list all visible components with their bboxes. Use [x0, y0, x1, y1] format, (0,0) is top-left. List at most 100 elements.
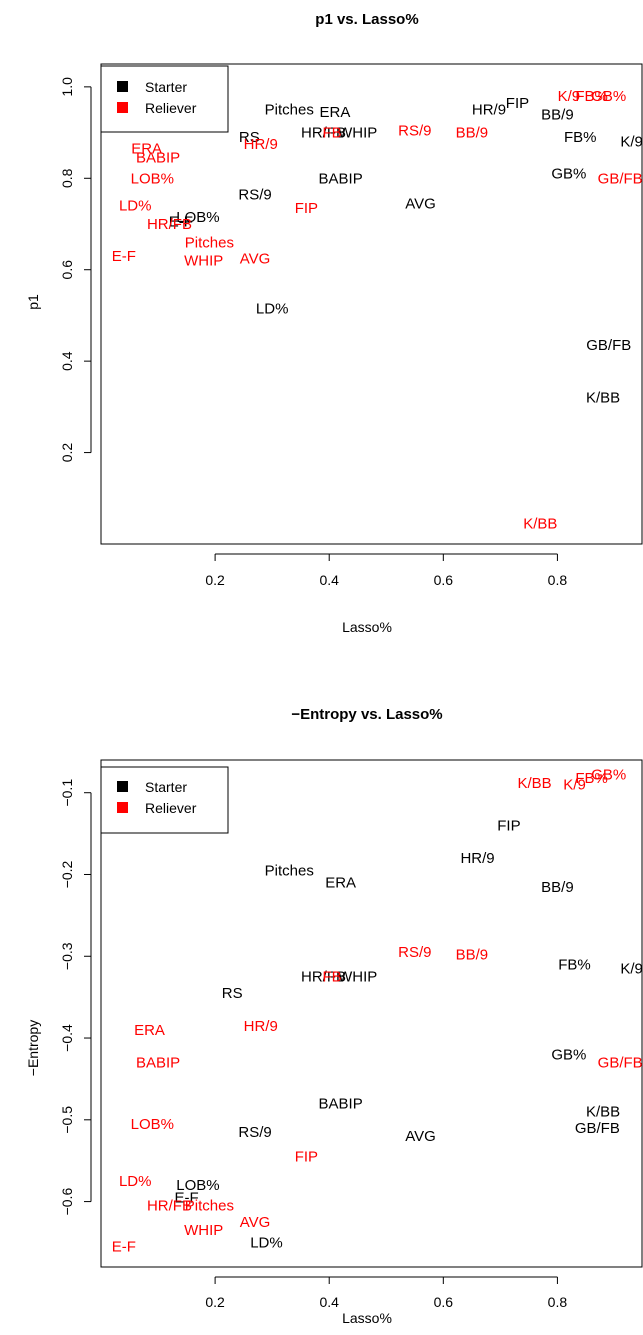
y-tick-label: 1.0 — [59, 77, 75, 97]
point-label: HR/9 — [460, 850, 494, 867]
x-tick-label: 0.4 — [319, 1294, 339, 1310]
p1-vs-lasso-chart: p1 vs. Lasso% Lasso% p1 Starter Reliever… — [25, 11, 643, 635]
point-label: RS/9 — [398, 944, 431, 961]
point-label: RS/9 — [238, 186, 271, 203]
plot-frame — [100, 759, 643, 1268]
legend: Starter Reliever — [100, 65, 229, 133]
point-label: ERA — [134, 1022, 165, 1039]
legend-label-starter: Starter — [145, 779, 187, 795]
point-label: K/BB — [518, 775, 552, 792]
point-label: K/BB — [523, 515, 557, 532]
point-label: AVG — [240, 1214, 271, 1231]
point-label: GB/FB — [598, 170, 643, 187]
point-label: WHIP — [184, 1222, 223, 1239]
point-label: Pitches — [185, 1198, 234, 1215]
point-label: FB — [322, 969, 341, 986]
y-axis-label: p1 — [25, 294, 41, 310]
y-tick-label: 0.6 — [59, 260, 75, 280]
legend-label-starter: Starter — [145, 79, 187, 95]
point-label: LOB% — [176, 209, 219, 226]
point-label: HR/9 — [244, 1018, 278, 1035]
legend-swatch-starter — [117, 81, 128, 92]
y-tick-label: −0.6 — [59, 1188, 75, 1216]
point-label: RS/9 — [398, 122, 431, 139]
x-axis-label: Lasso% — [342, 1310, 392, 1326]
point-label: RS — [222, 985, 243, 1002]
point-label: BB/9 — [541, 106, 574, 123]
point-label: LD% — [119, 198, 152, 215]
point-label: HR/9 — [472, 102, 506, 119]
point-label: AVG — [240, 250, 271, 267]
point-label: FB — [322, 125, 341, 142]
point-label: LD% — [256, 301, 289, 318]
entropy-vs-lasso-chart: −Entropy vs. Lasso% Lasso% −Entropy Star… — [25, 706, 643, 1326]
point-label: HR/FB — [301, 125, 346, 142]
point-label: WHIP — [338, 969, 377, 986]
point-label: K/9 — [563, 777, 586, 794]
point-label: E-F — [112, 1239, 136, 1256]
y-tick-label: 0.2 — [59, 443, 75, 463]
x-tick-label: 0.6 — [434, 572, 454, 588]
point-label: WHIP — [184, 253, 223, 270]
point-label: Pitches — [265, 862, 314, 879]
point-label: K/9 — [558, 88, 581, 105]
chart-title: −Entropy vs. Lasso% — [291, 706, 442, 723]
point-label: HR/FB — [301, 969, 346, 986]
point-label: HR/FB — [147, 1198, 192, 1215]
chart-title: p1 vs. Lasso% — [315, 11, 418, 28]
x-tick-label: 0.8 — [548, 572, 568, 588]
point-label: GB% — [591, 88, 626, 105]
point-label: BB/9 — [456, 125, 489, 142]
point-label: BB/9 — [541, 879, 574, 896]
point-label: BB/9 — [456, 947, 489, 964]
point-label: LOB% — [131, 170, 174, 187]
chart-panel-p1: p1 vs. Lasso% Lasso% p1 Starter Reliever… — [0, 0, 643, 665]
point-label: BABIP — [136, 1055, 180, 1072]
y-axis-label: −Entropy — [25, 1020, 41, 1076]
legend: Starter Reliever — [100, 766, 229, 834]
point-label: GB% — [551, 166, 586, 183]
point-label: RS/9 — [238, 1124, 271, 1141]
y-tick-label: 0.8 — [59, 168, 75, 188]
point-label: HR/FB — [147, 216, 192, 233]
legend-swatch-reliever — [117, 802, 128, 813]
x-tick-label: 0.2 — [205, 1294, 225, 1310]
plot-frame — [100, 63, 643, 545]
point-label: K/BB — [586, 1104, 620, 1121]
point-label: FIP — [295, 1149, 318, 1166]
point-label: AVG — [405, 195, 436, 212]
point-label: LD% — [119, 1173, 152, 1190]
point-label: RS — [239, 129, 260, 146]
point-label: ERA — [131, 141, 162, 158]
series-reliever: K/BB K/9FB% GB% RS/9 BB/9 FB HR/9 ERA BABIP GB/FB… — [112, 767, 643, 1256]
chart-panel-entropy: −Entropy vs. Lasso% Lasso% −Entropy Star… — [0, 665, 643, 1330]
legend-swatch-starter — [117, 781, 128, 792]
point-label: LOB% — [176, 1177, 219, 1194]
x-tick-label: 0.2 — [205, 572, 225, 588]
point-label: WHIP — [338, 125, 377, 142]
point-label: E-F — [174, 1189, 198, 1206]
point-label: GB/FB — [575, 1120, 620, 1137]
point-label: HR/9 — [244, 136, 278, 153]
point-label: FIP — [506, 95, 529, 112]
point-label: E-F — [112, 248, 136, 265]
legend-box — [100, 766, 229, 834]
y-tick-label: 0.4 — [59, 351, 75, 371]
y-tick-label: −0.5 — [59, 1106, 75, 1134]
point-label: FB% — [575, 88, 608, 105]
point-label: GB% — [551, 1046, 586, 1063]
point-label: Pitches — [265, 102, 314, 119]
x-axis-label: Lasso% — [342, 619, 392, 635]
legend-swatch-reliever — [117, 102, 128, 113]
point-label: FB% — [575, 770, 608, 787]
x-tick-label: 0.6 — [434, 1294, 454, 1310]
point-label: Pitches — [185, 234, 234, 251]
point-label: BABIP — [319, 1095, 363, 1112]
point-label: AVG — [405, 1128, 436, 1145]
legend-label-reliever: Reliever — [145, 800, 197, 816]
y-tick-label: −0.3 — [59, 942, 75, 970]
y-tick-label: −0.1 — [59, 779, 75, 807]
point-label: K/BB — [586, 390, 620, 407]
